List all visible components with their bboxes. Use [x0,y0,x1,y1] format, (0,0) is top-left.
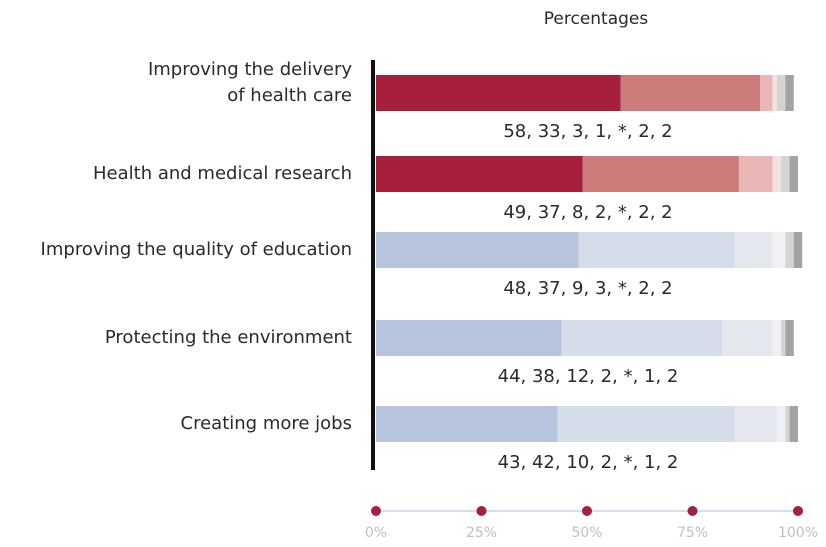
data-label: 44, 38, 12, 2, *, 1, 2 [498,366,679,387]
bar-segment [785,406,789,442]
chart-title: Percentages [544,9,649,29]
tick-dot [688,506,698,516]
bar-segment [773,320,781,356]
category-line: Creating more jobs [181,413,352,434]
x-tick-label: 50% [571,525,602,541]
bar-segment [760,75,773,111]
category-line: Improving the quality of education [41,239,352,260]
bar-segment [773,156,781,192]
bar-segment [794,232,802,268]
x-tick-label: 100% [778,525,818,541]
bar-segment [735,406,777,442]
bar-segment [376,320,562,356]
tick-dot [477,506,487,516]
category-label: Improving the quality of education [41,239,352,260]
bar-segment [562,320,722,356]
category-line: Protecting the environment [105,327,352,348]
bar-segment [777,75,785,111]
tick-dot [793,506,803,516]
bar-segment [722,320,773,356]
bar-segment [777,406,785,442]
tick-dot [582,506,592,516]
category-line: Health and medical research [93,163,352,184]
bar-segment [781,156,789,192]
bar-segment [376,406,557,442]
bar-segment [739,156,773,192]
category-line: of health care [227,85,352,106]
bar-segment [621,75,760,111]
bar-segment [376,156,583,192]
category-line: Improving the delivery [148,59,352,80]
x-tick-label: 75% [677,525,708,541]
tick-dot [371,506,381,516]
category-label: Improving the delivery of health care [148,59,352,106]
bar-segment [785,232,793,268]
bar-segment [579,232,735,268]
x-tick-label: 0% [365,525,387,541]
bar-segment [781,320,785,356]
category-label: Health and medical research [93,163,352,184]
bar-segment [735,232,773,268]
bar-segment [557,406,734,442]
category-label: Creating more jobs [181,413,352,434]
data-label: 48, 37, 9, 3, *, 2, 2 [503,278,672,299]
bar-segment [376,232,579,268]
bar-segment [773,232,786,268]
bar-segment [376,75,621,111]
bar-segment [785,320,793,356]
data-label: 49, 37, 8, 2, *, 2, 2 [503,202,672,223]
data-label: 58, 33, 3, 1, *, 2, 2 [503,121,672,142]
category-label: Protecting the environment [105,327,352,348]
bar-segment [790,406,798,442]
bar-segment [785,75,793,111]
x-tick-label: 25% [466,525,497,541]
chart: Percentages 0% 25% 50% 75% 100% Improving the… [0,0,826,547]
bar-segment [583,156,739,192]
bar-segment [773,75,777,111]
bar-segment [790,156,798,192]
data-label: 43, 42, 10, 2, *, 1, 2 [498,452,679,473]
